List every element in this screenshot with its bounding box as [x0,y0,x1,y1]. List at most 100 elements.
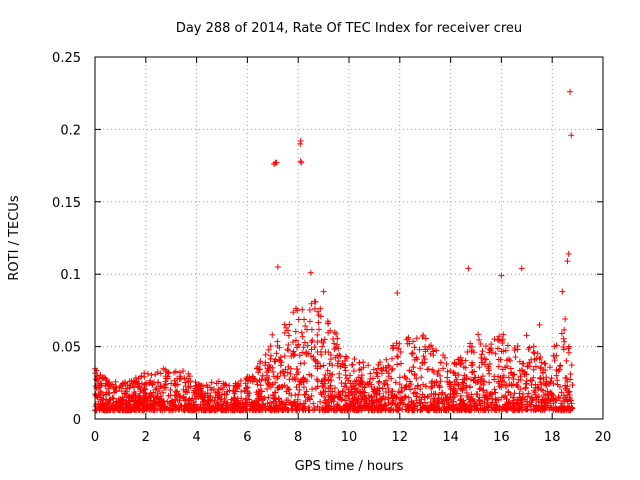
data-point [315,326,322,333]
data-point [539,369,546,376]
data-point [530,349,537,356]
data-point [309,386,316,393]
data-point [185,379,192,386]
data-point [523,332,530,339]
data-point [514,396,521,403]
data-point [519,407,526,414]
data-point [180,386,187,393]
data-point [377,359,384,366]
x-tick-label: 20 [595,430,612,445]
data-point [428,385,435,392]
data-point [361,405,368,412]
data-point [167,407,174,414]
data-point [330,405,337,412]
data-point [274,342,281,349]
data-point [321,377,328,384]
data-point [547,378,554,385]
data-point [383,356,390,363]
data-point [569,405,576,412]
data-point [118,382,125,389]
data-point [362,403,369,410]
data-point [238,395,245,402]
x-tick-label: 16 [493,430,510,445]
data-point [301,316,308,323]
data-point [141,381,148,388]
data-point [433,347,440,354]
data-point [417,365,424,372]
data-point [295,342,302,349]
data-point [449,404,456,411]
data-point [162,381,169,388]
data-point [288,392,295,399]
data-point [254,363,261,370]
data-point [406,340,413,347]
data-point [141,399,148,406]
data-point [373,391,380,398]
data-point [463,373,470,380]
data-point [499,338,506,345]
data-point [542,360,549,367]
x-axis-label: GPS time / hours [295,459,404,474]
data-point [324,367,331,374]
data-point [489,395,496,402]
data-point [469,395,476,402]
data-point [217,396,224,403]
data-point [104,404,111,411]
data-point [166,399,173,406]
data-point [281,329,288,336]
data-point [511,371,518,378]
data-point [418,396,425,403]
data-point [477,385,484,392]
data-point [522,385,529,392]
data-point [348,384,355,391]
data-point [215,389,222,396]
data-point [491,336,498,343]
data-point [374,387,381,394]
data-point [389,365,396,372]
data-point-spike [320,288,327,295]
data-point [105,400,112,407]
data-point [295,369,302,376]
data-point [306,307,313,314]
data-point [183,389,190,396]
data-point [406,367,413,374]
data-point [474,379,481,386]
data-point [567,370,574,377]
data-point [300,344,307,351]
data-point [252,401,259,408]
data-point [314,331,321,338]
data-point [410,364,417,371]
data-point [388,366,395,373]
data-point [511,347,518,354]
data-point [385,362,392,369]
data-point [365,380,372,387]
data-point [177,394,184,401]
data-point [331,385,338,392]
data-point [412,403,419,410]
data-point [457,397,464,404]
data-point [238,405,245,412]
data-point [285,397,292,404]
data-point [468,396,475,403]
data-point [435,407,442,414]
data-point [412,389,419,396]
data-point [97,388,104,395]
data-point [383,402,390,409]
data-point [553,397,560,404]
data-point [314,338,321,345]
data-point [396,374,403,381]
data-point [183,375,190,382]
data-point [243,375,250,382]
data-point [393,406,400,413]
data-point [330,398,337,405]
data-point [223,391,230,398]
data-point [376,378,383,385]
x-tick-label: 6 [243,430,251,445]
data-point [216,402,223,409]
data-point [394,401,401,408]
data-point-spike [518,265,525,272]
data-point [510,401,517,408]
data-point [358,375,365,382]
data-point [402,374,409,381]
data-point [228,404,235,411]
